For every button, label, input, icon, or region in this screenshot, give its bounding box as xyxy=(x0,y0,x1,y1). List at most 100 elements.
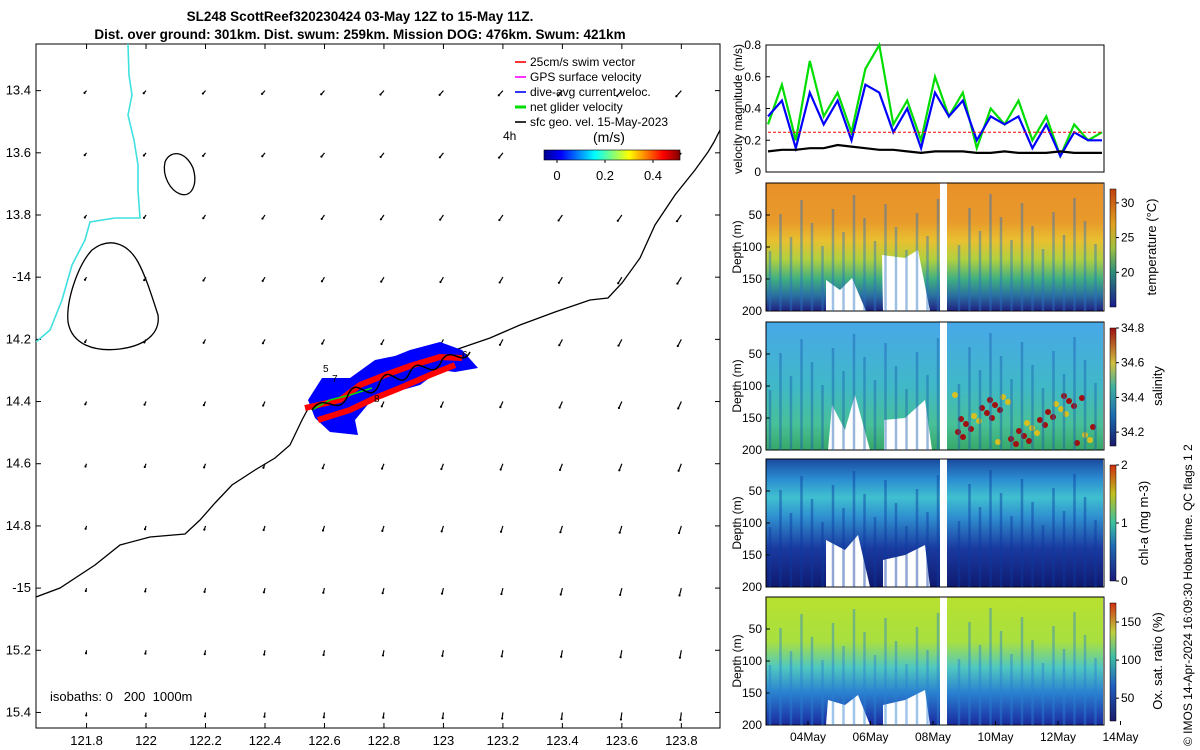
date-tick-label: 14May xyxy=(1102,730,1138,744)
salinity-point xyxy=(1013,441,1019,447)
geo-velocity-arrowhead xyxy=(322,591,325,594)
salinity-point xyxy=(1074,440,1080,446)
map-x-tick-label: 122 xyxy=(135,733,157,748)
colorbar-tick-label: 20 xyxy=(1121,265,1135,279)
geo-velocity-arrowhead xyxy=(497,156,501,159)
geo-velocity-arrowhead xyxy=(616,94,619,97)
geo-velocity-arrowhead xyxy=(263,715,266,718)
geo-velocity-arrowhead xyxy=(203,653,206,656)
geo-velocity-arrowhead xyxy=(142,216,146,219)
legend-entry: net glider velocity xyxy=(530,100,623,114)
depth-tick-label: 100 xyxy=(742,240,762,254)
colorbar-tick-label: 34.8 xyxy=(1121,321,1145,335)
map-y-tick-label: 14.2 xyxy=(6,331,31,346)
geo-velocity-arrowhead xyxy=(617,406,621,410)
velocity-y-tick-label: 0.8 xyxy=(744,38,761,52)
velocity-ylabel: velocity magnitude (m/s) xyxy=(731,44,745,174)
map-x-tick-label: 123.8 xyxy=(665,733,698,748)
colorbar-tick-label: 34.4 xyxy=(1121,390,1145,404)
depth-axis-label: Depth (m) xyxy=(730,496,744,549)
salinity-point xyxy=(1050,414,1056,420)
track-day-label-7: 7 xyxy=(332,374,338,385)
salinity-point xyxy=(968,426,974,432)
temperature-section xyxy=(765,182,1105,312)
salinity-point xyxy=(1071,403,1077,409)
salinity-colorbar xyxy=(1109,327,1117,447)
colorbar-tick-labels: 20 25 30 34.2 34.4 34.6 34.8 0 1 2 50 100 150 xyxy=(1116,196,1145,705)
geo-velocity-arrow xyxy=(558,214,563,221)
geo-velocity-arrow xyxy=(559,525,563,533)
geo-velocity-arrow xyxy=(616,90,623,97)
geo-velocity-arrowhead xyxy=(617,282,620,285)
geo-velocity-arrowhead xyxy=(676,282,679,285)
chart-title-line-1: SL248 ScottReef320230424 03-May 12Z to 1… xyxy=(186,9,534,24)
geo-velocity-arrowhead xyxy=(321,467,324,470)
geo-velocity-arrowhead xyxy=(499,406,502,409)
depth-tick-label: 150 xyxy=(742,411,762,425)
salinity-point xyxy=(1045,409,1051,415)
salinity-point xyxy=(952,392,958,398)
geo-velocity-arrowhead xyxy=(379,218,383,221)
depth-axis-label: Depth (m) xyxy=(730,220,744,273)
map-y-tick-label: -14 xyxy=(12,269,31,284)
geo-velocity-arrowhead xyxy=(559,593,562,596)
map-y-tick-label: 15.2 xyxy=(6,642,31,657)
geo-velocity-arrowhead xyxy=(201,92,205,95)
geo-velocity-arrowhead xyxy=(262,466,265,469)
salinity-point xyxy=(979,405,985,411)
geo-velocity-arrowhead xyxy=(560,655,563,658)
geo-velocity-arrowhead xyxy=(677,469,680,472)
depth-tick-label: 200 xyxy=(742,580,762,594)
geo-velocity-arrow xyxy=(676,276,682,284)
chart-title-line-2: Dist. over ground: 301km. Dist. swum: 25… xyxy=(94,27,626,42)
geo-velocity-arrowhead xyxy=(379,93,382,96)
geo-velocity-arrowhead xyxy=(500,655,503,658)
oxygen-field-2 xyxy=(947,597,1103,725)
depth-tick-label: 150 xyxy=(742,548,762,562)
geo-velocity-arrowhead xyxy=(675,220,679,223)
geo-velocity-arrowhead xyxy=(498,343,502,346)
dive-profile-stripes xyxy=(768,194,1097,725)
geo-velocity-arrow xyxy=(619,650,623,658)
geo-velocity-arrowhead xyxy=(262,404,265,407)
map-y-tick-label: 15.4 xyxy=(6,704,31,719)
chla-label: chl-a (mg m-3) xyxy=(1136,481,1151,566)
map-y-tick-label: 14.8 xyxy=(6,518,31,533)
oxygen-section xyxy=(765,596,1105,726)
colorbar-tick-0-2: 0.2 xyxy=(596,168,614,183)
geo-velocity-arrowhead xyxy=(675,95,678,98)
geo-velocity-arrowhead xyxy=(556,94,560,97)
geo-velocity-arrow xyxy=(675,90,682,97)
velocity-series-line xyxy=(767,83,1102,159)
velocity-y-tick-label: 0 xyxy=(754,165,761,179)
map-x-tick-label: 123 xyxy=(433,733,455,748)
geo-velocity-arrowhead xyxy=(558,406,561,409)
geo-velocity-arrowhead xyxy=(322,653,325,657)
geo-velocity-arrowhead xyxy=(320,155,323,158)
geo-velocity-arrow xyxy=(678,587,682,596)
geo-velocity-arrowhead xyxy=(676,344,679,348)
geo-velocity-arrowhead xyxy=(203,528,206,531)
velocity-series-line xyxy=(766,41,1103,160)
geo-velocity-arrowhead xyxy=(441,654,444,657)
salinity-point xyxy=(960,434,966,440)
colorbar-title: (m/s) xyxy=(593,129,625,145)
colorbar-tick-0: 0 xyxy=(553,168,560,183)
geo-velocity-arrow xyxy=(558,276,563,284)
geo-velocity-arrowhead xyxy=(381,654,385,657)
depth-tick-label: 150 xyxy=(742,272,762,286)
geo-velocity-arrow xyxy=(559,401,563,408)
geo-velocity-arrowhead xyxy=(618,531,621,534)
date-tick-label: 12May xyxy=(1040,730,1076,744)
velocity-y-tick-label: 0.6 xyxy=(744,70,761,84)
oxygen-colorbar xyxy=(1109,602,1117,722)
geo-velocity-arrow xyxy=(617,276,623,284)
colorbar-tick-label: 1 xyxy=(1121,516,1128,530)
depth-tick-label: 100 xyxy=(742,516,762,530)
geo-velocity-arrow xyxy=(677,401,682,409)
geo-velocity-arrowhead xyxy=(202,217,205,220)
depth-tick-label: 50 xyxy=(749,208,763,222)
geo-velocity-arrowhead xyxy=(678,594,681,597)
geo-velocity-arrowhead xyxy=(202,279,205,282)
